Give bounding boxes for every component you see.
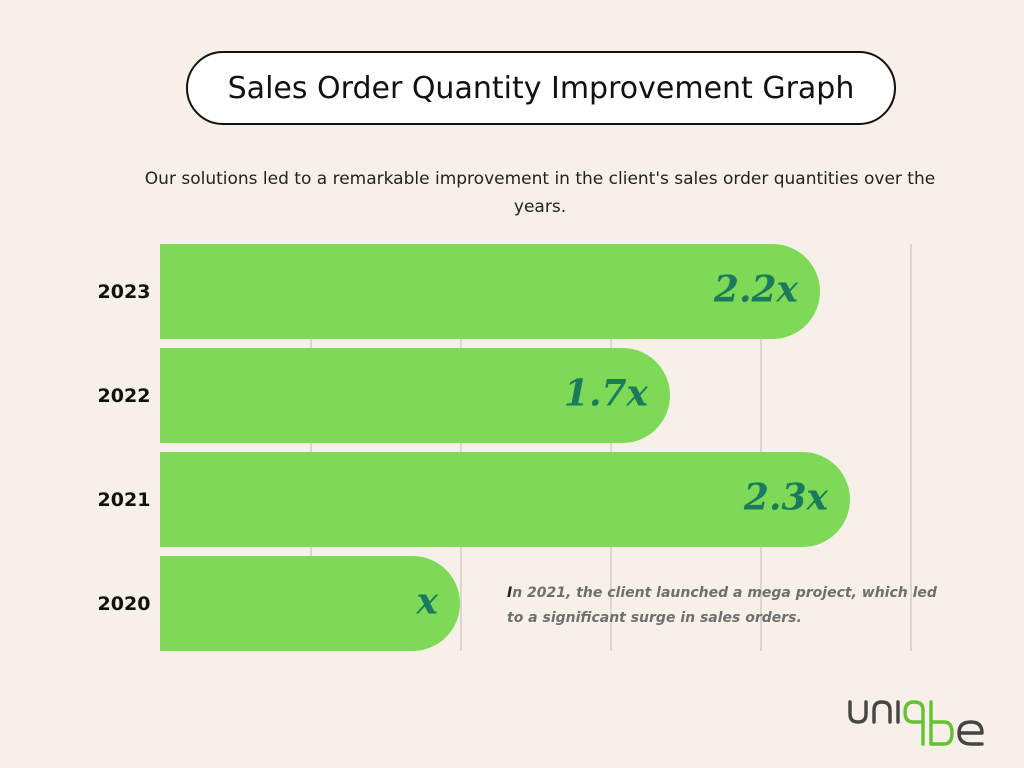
y-tick-label-2020: 2020 <box>98 593 151 615</box>
y-tick-label-2021: 2021 <box>98 489 151 511</box>
uniqbe-logo <box>848 700 984 746</box>
logo-letter-b <box>929 700 954 746</box>
bar-2022 <box>160 348 670 443</box>
logo-letter-u <box>848 700 868 724</box>
logo-letter-e <box>957 720 984 746</box>
data-label-2020: x <box>416 581 439 623</box>
bar-2020 <box>160 556 460 651</box>
y-tick-label-2022: 2022 <box>98 385 151 407</box>
annotation-lead: I <box>507 585 513 601</box>
logo-letter-n <box>872 700 892 724</box>
data-label-2022: 1.7x <box>564 373 649 415</box>
y-tick-label-2023: 2023 <box>98 281 151 303</box>
title-pill: Sales Order Quantity Improvement Graph <box>186 51 896 125</box>
logo-letter-q <box>903 700 925 746</box>
data-label-2021: 2.3x <box>743 477 829 519</box>
bar-2021 <box>160 452 850 547</box>
bar-2023 <box>160 244 821 339</box>
chart-subtitle: Our solutions led to a remarkable improv… <box>144 169 936 217</box>
chart-title: Sales Order Quantity Improvement Graph <box>227 70 855 106</box>
annotation-text: n 2021, the client launched a mega proje… <box>507 585 937 626</box>
data-label-2023: 2.2x <box>713 269 799 311</box>
annotation-note: In 2021, the client launched a mega proj… <box>507 581 937 631</box>
